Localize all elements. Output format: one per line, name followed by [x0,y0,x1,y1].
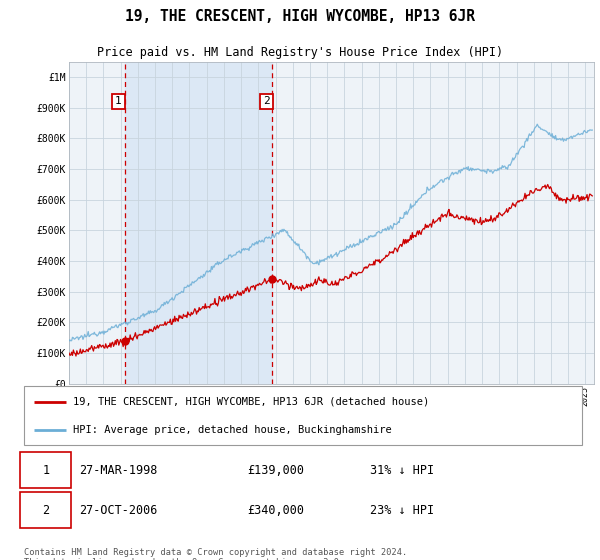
Text: 2: 2 [42,503,49,516]
Text: 27-MAR-1998: 27-MAR-1998 [79,464,157,477]
FancyBboxPatch shape [24,386,582,445]
Text: Contains HM Land Registry data © Crown copyright and database right 2024.
This d: Contains HM Land Registry data © Crown c… [24,548,407,560]
Text: £139,000: £139,000 [247,464,304,477]
Text: HPI: Average price, detached house, Buckinghamshire: HPI: Average price, detached house, Buck… [73,425,392,435]
Text: Price paid vs. HM Land Registry's House Price Index (HPI): Price paid vs. HM Land Registry's House … [97,46,503,59]
Text: 1: 1 [42,464,49,477]
Bar [125,62,272,384]
Text: £340,000: £340,000 [247,503,304,516]
Text: 19, THE CRESCENT, HIGH WYCOMBE, HP13 6JR (detached house): 19, THE CRESCENT, HIGH WYCOMBE, HP13 6JR… [73,396,430,407]
Text: 31% ↓ HPI: 31% ↓ HPI [370,464,434,477]
FancyBboxPatch shape [20,492,71,528]
Text: 27-OCT-2006: 27-OCT-2006 [79,503,157,516]
FancyBboxPatch shape [20,452,71,488]
Text: 2: 2 [263,96,270,106]
Text: 23% ↓ HPI: 23% ↓ HPI [370,503,434,516]
Text: 1: 1 [115,96,122,106]
Text: 19, THE CRESCENT, HIGH WYCOMBE, HP13 6JR: 19, THE CRESCENT, HIGH WYCOMBE, HP13 6JR [125,9,475,24]
